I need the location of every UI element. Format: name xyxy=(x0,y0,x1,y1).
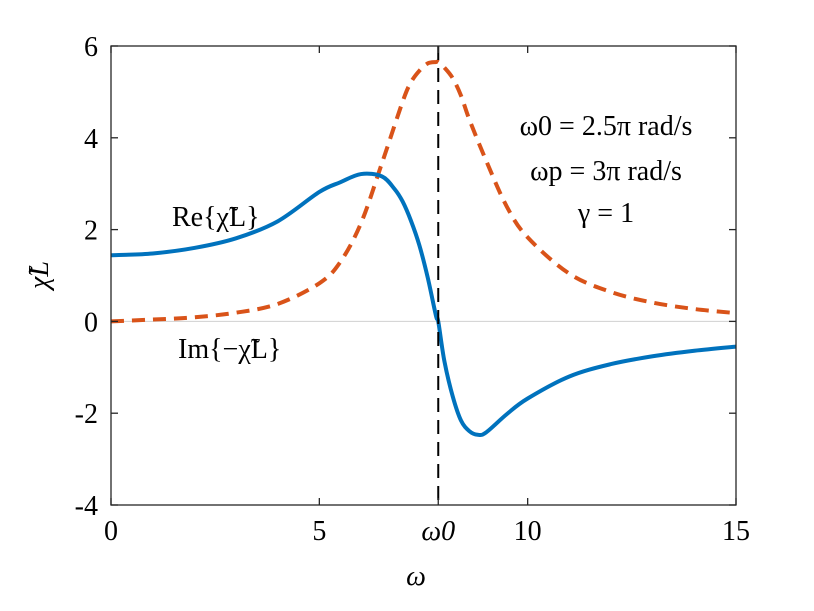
y-tick-label: -2 xyxy=(75,399,98,430)
y-tick-label: 4 xyxy=(84,124,98,155)
x-tick-label: 10 xyxy=(514,516,542,547)
y-tick-label: 6 xyxy=(84,32,98,63)
y-tick-label: 2 xyxy=(84,216,98,247)
im-series-label: Im{−χ̃L} xyxy=(178,334,281,365)
x-axis-label: ω xyxy=(406,561,426,592)
plot-frame xyxy=(110,45,737,506)
y-axis-label: χ̃L xyxy=(24,261,55,292)
x-tick-label: 0 xyxy=(104,516,118,547)
x-tick-label: 5 xyxy=(312,516,326,547)
x-tick-label: ω0 xyxy=(421,516,455,547)
param-omegap: ωp = 3π rad/s xyxy=(530,156,682,187)
re-series-label: Re{χ̃L} xyxy=(172,202,260,233)
param-gamma: γ = 1 xyxy=(577,198,634,229)
y-tick-label: 0 xyxy=(84,307,98,338)
im-series-line xyxy=(110,59,737,324)
y-tick-label: -4 xyxy=(75,491,98,522)
re-series-line xyxy=(110,171,737,438)
x-tick-label: 15 xyxy=(722,516,750,547)
param-omega0: ω0 = 2.5π rad/s xyxy=(520,111,693,142)
